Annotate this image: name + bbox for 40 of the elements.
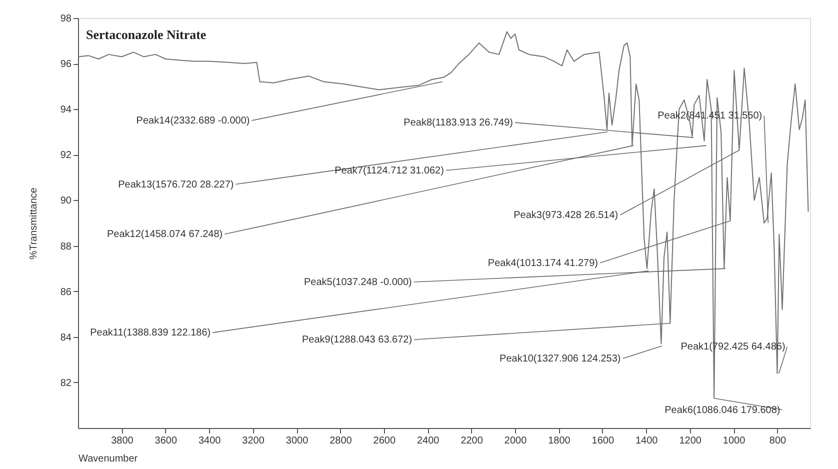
y-tick-label: 98 [60, 14, 72, 24]
y-tick-label: 88 [60, 241, 72, 252]
x-tick-label: 1200 [679, 436, 702, 446]
x-tick-label: 1000 [722, 436, 746, 446]
annotation: Peak14(2332.689 -0.000) [136, 116, 250, 126]
annotation: Peak6(1086.046 179.608) [664, 404, 780, 416]
x-tick-label: 2600 [373, 436, 396, 446]
x-tick-label: 800 [769, 436, 787, 446]
x-tick-label: 1600 [592, 436, 614, 446]
annotation: Peak10(1327.906 124.253) [500, 354, 621, 365]
annotation: Peak5(1037.248 -0.000) [304, 276, 412, 288]
y-tick-label: 90 [60, 196, 72, 207]
y-tick-label: 84 [60, 332, 72, 344]
x-tick-label: 2000 [504, 436, 528, 446]
annotation: Peak11(1388.839 122.186) [90, 328, 211, 339]
annotation: Peak3(973.428 26.514) [514, 210, 618, 222]
x-tick-label: 2400 [416, 436, 440, 446]
x-tick-label: 2200 [460, 436, 484, 446]
y-tick-label: 82 [60, 378, 72, 389]
x-axis-title: Wavenumber [78, 454, 138, 464]
x-tick-label: 3600 [154, 436, 178, 446]
text: Sertaconazole Nitrate [86, 27, 206, 42]
x-tick-label: 3800 [111, 436, 134, 446]
x-tick-label: 3400 [198, 436, 222, 446]
annotation: Peak4(1013.174 41.279) [488, 258, 598, 269]
x-tick-label: 1800 [548, 436, 571, 446]
x-tick-label: 2800 [330, 436, 352, 446]
annotation: Peak7(1124.712 31.062) [334, 165, 444, 176]
x-tick-label: 3000 [286, 436, 309, 446]
y-tick-label: 96 [60, 59, 72, 70]
annotation: Peak12(1458.074 67.248) [106, 229, 223, 240]
y-tick-label: 86 [60, 286, 72, 298]
annotation: Peak13(1576.720 28.227) [118, 179, 234, 190]
annotation: Peak8(1183.913 26.749) [404, 118, 514, 129]
x-tick-label: 1400 [635, 436, 658, 446]
y-tick-label: 94 [60, 104, 72, 116]
x-tick-label: 3200 [242, 436, 265, 446]
y-axis-title: %Transmittance [28, 187, 40, 260]
y-tick-label: 92 [60, 150, 72, 162]
annotation: Peak9(1288.043 63.672) [302, 334, 412, 346]
